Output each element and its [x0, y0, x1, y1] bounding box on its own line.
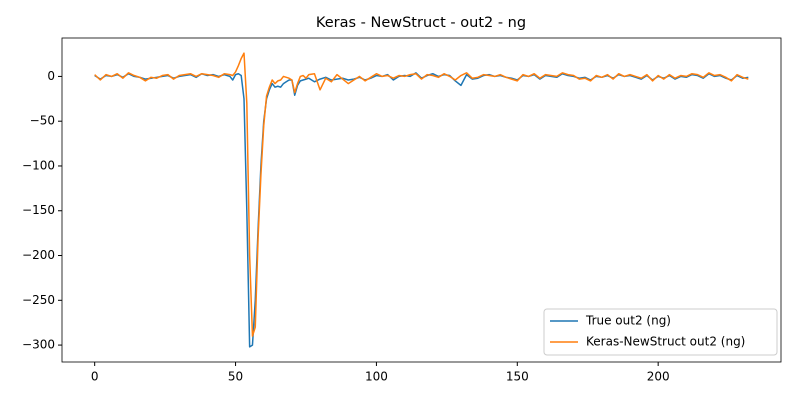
data-line — [94, 52, 749, 337]
x-tick-label: 0 — [91, 370, 99, 384]
x-tick-label: 50 — [228, 370, 243, 384]
x-tick-label: 100 — [365, 370, 388, 384]
y-tick-label: −250 — [22, 293, 55, 307]
y-tick-label: −300 — [22, 338, 55, 352]
legend-label: Keras-NewStruct out2 (ng) — [586, 335, 745, 349]
legend-box — [543, 308, 778, 356]
y-tick-label: −50 — [30, 114, 55, 128]
y-tick-label: −200 — [22, 248, 55, 262]
x-tick-label: 150 — [506, 370, 529, 384]
plot-frame — [61, 37, 782, 363]
legend-label: True out2 (ng) — [585, 314, 671, 328]
x-tick-label: 200 — [647, 370, 670, 384]
y-tick-label: −100 — [22, 158, 55, 172]
y-tick-label: 0 — [47, 69, 55, 83]
chart-title: Keras - NewStruct - out2 - ng — [316, 15, 526, 31]
y-tick-label: −150 — [22, 203, 55, 217]
